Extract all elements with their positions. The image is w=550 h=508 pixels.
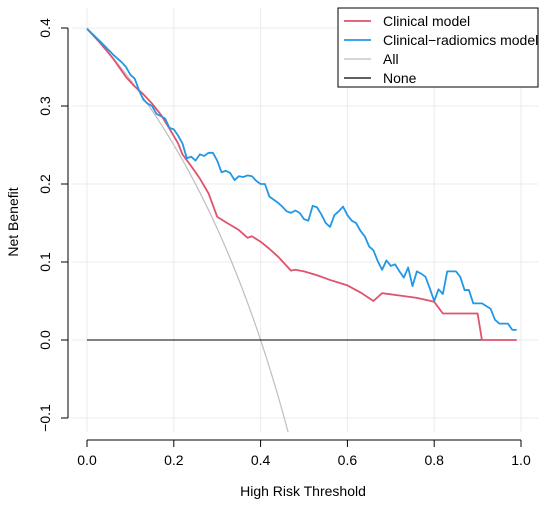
y-tick-label: 0.3 xyxy=(37,96,53,116)
x-tick-label: 0.8 xyxy=(424,452,444,468)
legend-label: All xyxy=(383,51,399,67)
legend: Clinical model Clinical−radiomics model Al… xyxy=(337,7,539,88)
x-tick-label: 0.0 xyxy=(77,452,97,468)
legend-label: None xyxy=(383,70,417,86)
legend-label: Clinical model xyxy=(383,13,470,29)
y-tick-label: 0.2 xyxy=(37,174,53,194)
series-line xyxy=(86,27,289,432)
x-tick-label: 0.6 xyxy=(338,452,358,468)
y-axis-title: Net Benefit xyxy=(5,187,21,256)
x-tick-label: 0.4 xyxy=(251,452,271,468)
axes xyxy=(67,28,521,441)
tick-marks: 0.0 0.2 0.4 0.6 0.8 1.0 −0.1 0.0 0.1 0.2 0.3 0.4 xyxy=(37,18,531,468)
x-axis-title: High Risk Threshold xyxy=(240,483,366,499)
y-tick-label: 0.1 xyxy=(37,252,53,272)
x-tick-label: 1.0 xyxy=(511,452,531,468)
series-line xyxy=(86,28,517,331)
y-tick-label: 0.4 xyxy=(37,18,53,38)
y-tick-label: 0.0 xyxy=(37,330,53,350)
y-tick-label: −0.1 xyxy=(37,404,53,432)
legend-box xyxy=(337,7,539,88)
x-tick-label: 0.2 xyxy=(164,452,184,468)
series-lines xyxy=(86,27,517,432)
legend-label: Clinical−radiomics model xyxy=(383,32,538,48)
series-line xyxy=(86,28,517,341)
